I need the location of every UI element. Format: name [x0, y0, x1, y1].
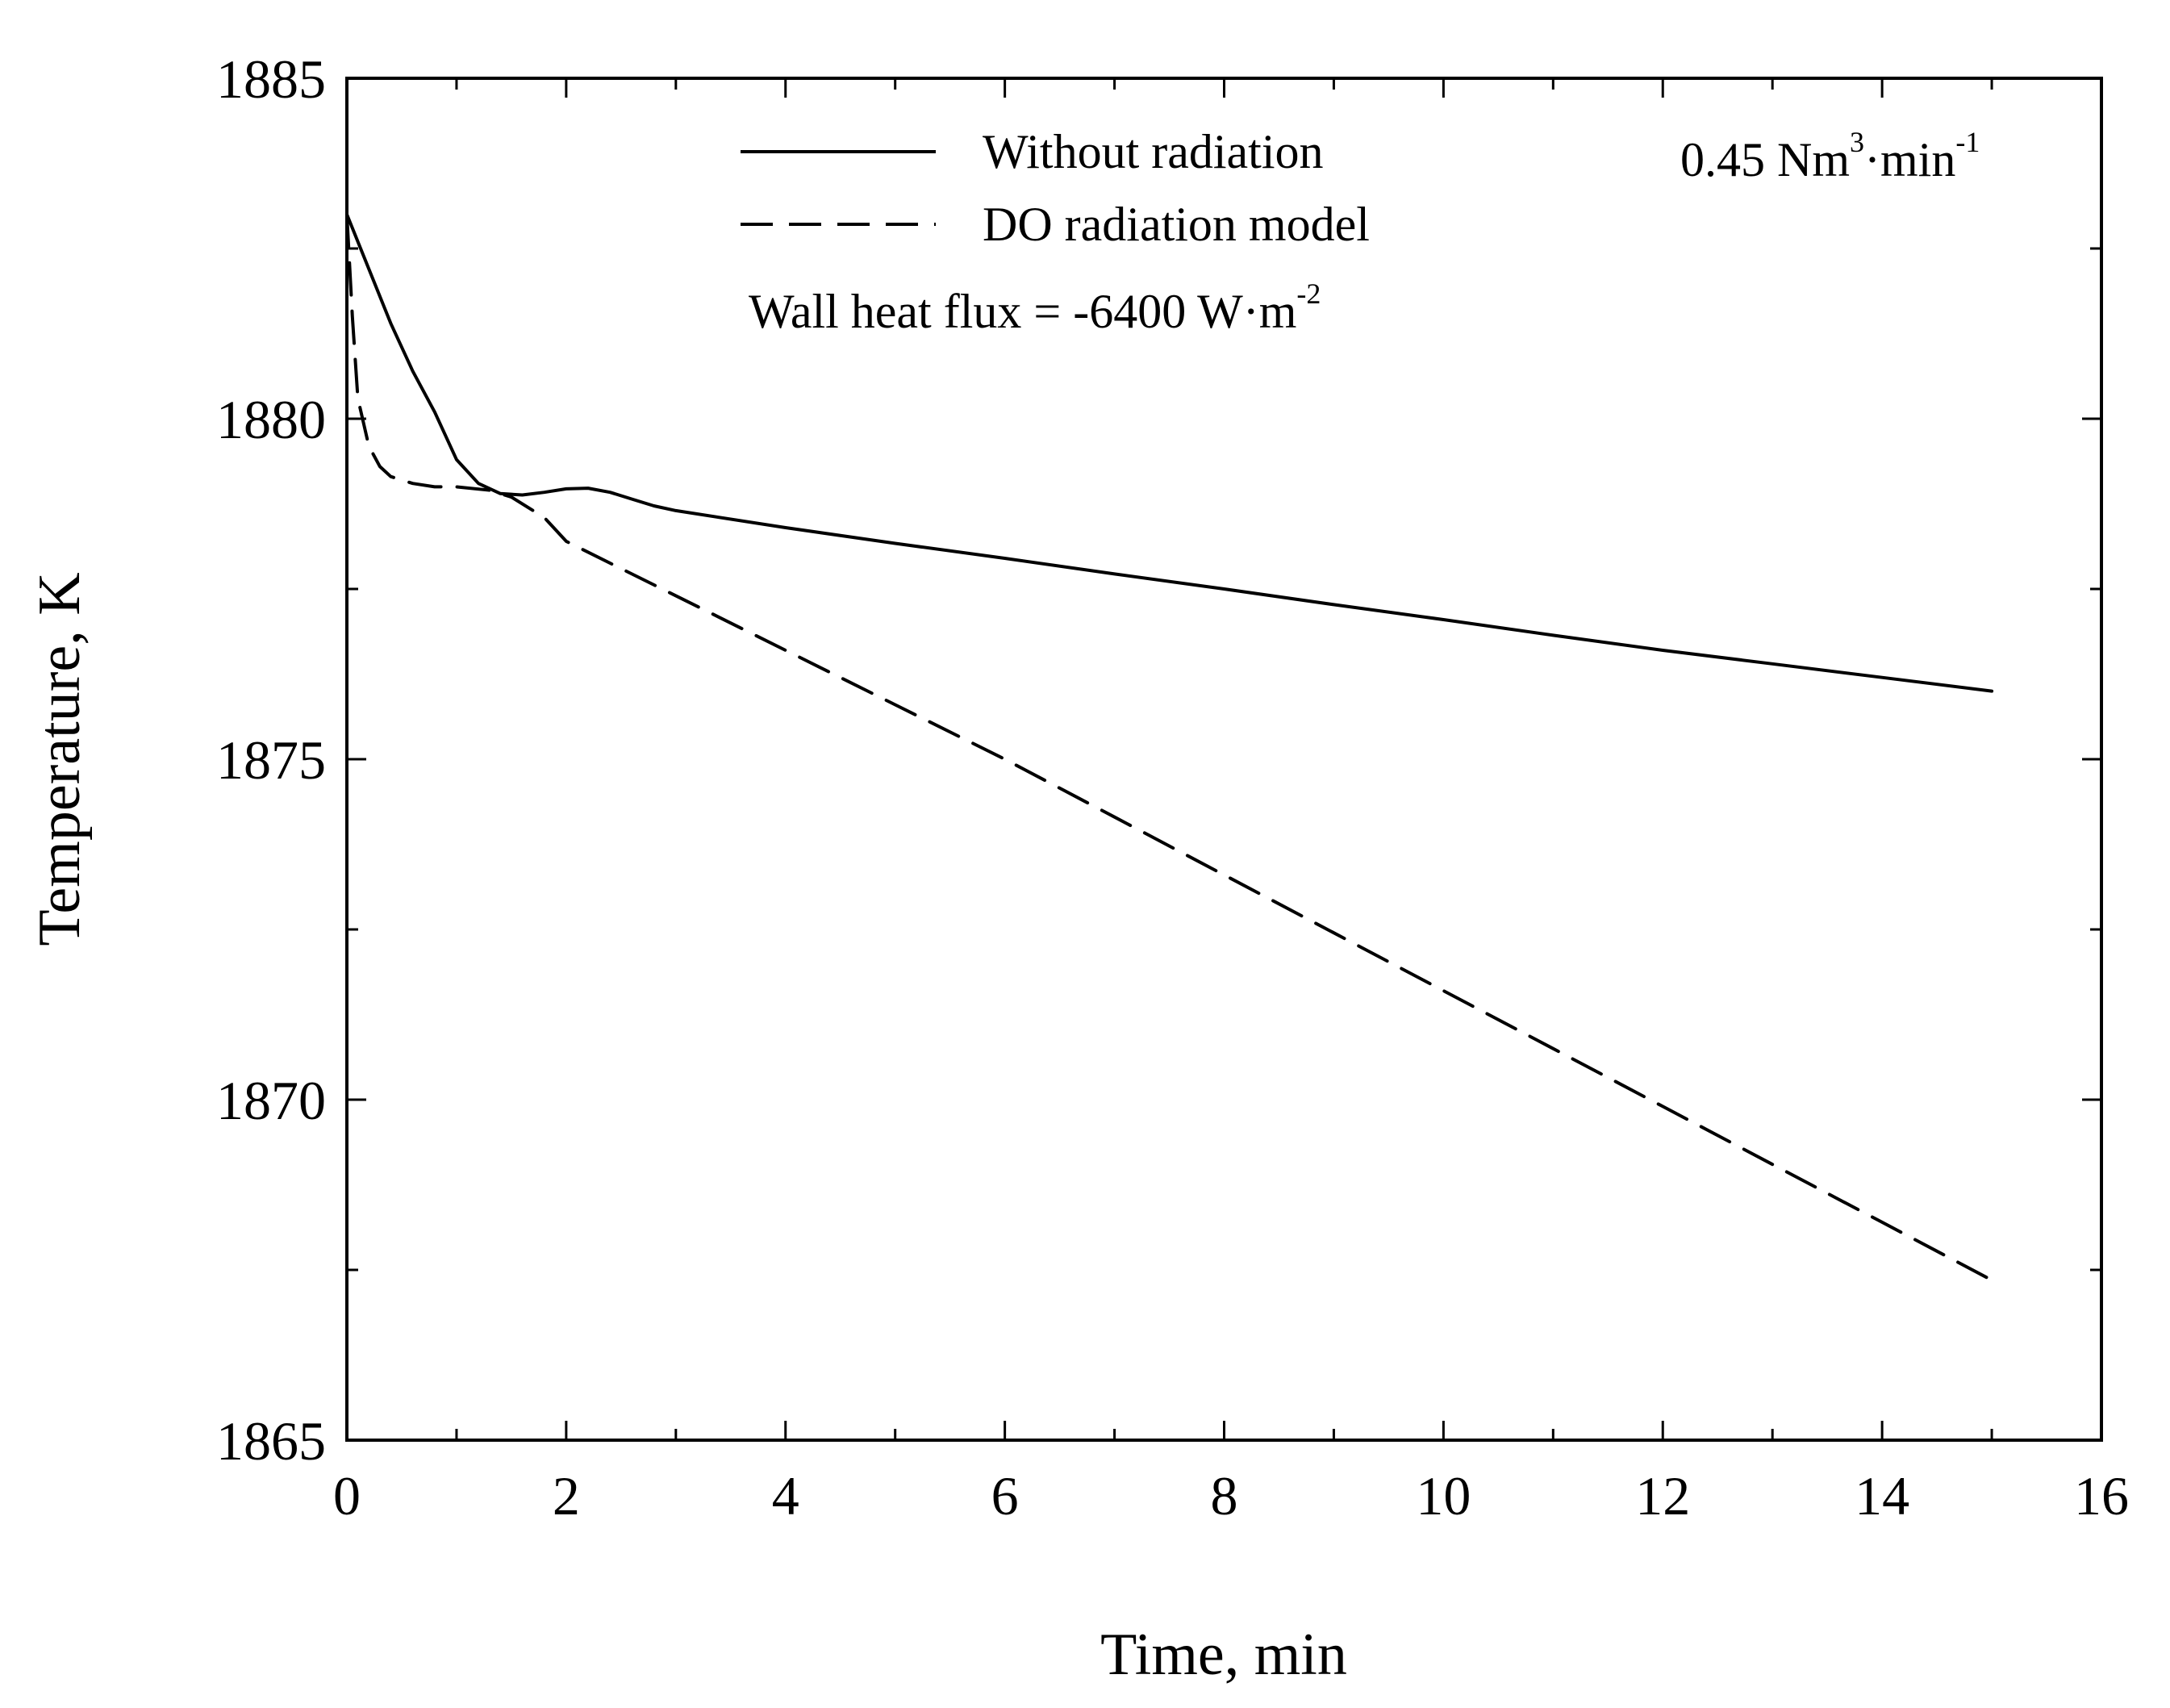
x-tick-label: 14 — [1855, 1465, 1909, 1526]
legend: Without radiation DO radiation model — [741, 125, 1370, 251]
wall-heat-flux-annotation: Wall heat flux = -6400 W·m-2 — [749, 278, 1321, 338]
x-tick-label: 0 — [333, 1465, 361, 1526]
legend-label-do-radiation: DO radiation model — [983, 198, 1370, 251]
flow-rate-annotation: 0.45 Nm3·min-1 — [1680, 126, 1980, 186]
legend-label-without-radiation: Without radiation — [983, 125, 1324, 178]
y-tick-label: 1870 — [216, 1070, 326, 1131]
series-layer — [345, 212, 1994, 1282]
x-axis-label: Time, min — [1100, 1622, 1347, 1688]
axis-ticks — [345, 77, 2103, 1442]
axis-tick-labels: 0 2 4 6 8 10 12 14 16 1865 1870 1875 1880 1885 — [216, 48, 2129, 1526]
x-tick-label: 16 — [2074, 1465, 2129, 1526]
y-tick-label: 1865 — [216, 1410, 326, 1472]
x-tick-label: 4 — [772, 1465, 799, 1526]
y-tick-label: 1875 — [216, 729, 326, 791]
series-line-without-radiation — [345, 212, 1994, 693]
y-tick-label: 1880 — [216, 389, 326, 450]
y-tick-label: 1885 — [216, 48, 326, 110]
x-tick-label: 2 — [553, 1465, 580, 1526]
y-axis-label: Temperature, K — [27, 572, 93, 946]
x-tick-label: 10 — [1416, 1465, 1471, 1526]
series-line-do-radiation-model — [345, 212, 1994, 1282]
plot-frame — [345, 77, 2103, 1442]
x-tick-label: 8 — [1211, 1465, 1238, 1526]
x-tick-label: 6 — [991, 1465, 1019, 1526]
x-tick-label: 12 — [1635, 1465, 1690, 1526]
